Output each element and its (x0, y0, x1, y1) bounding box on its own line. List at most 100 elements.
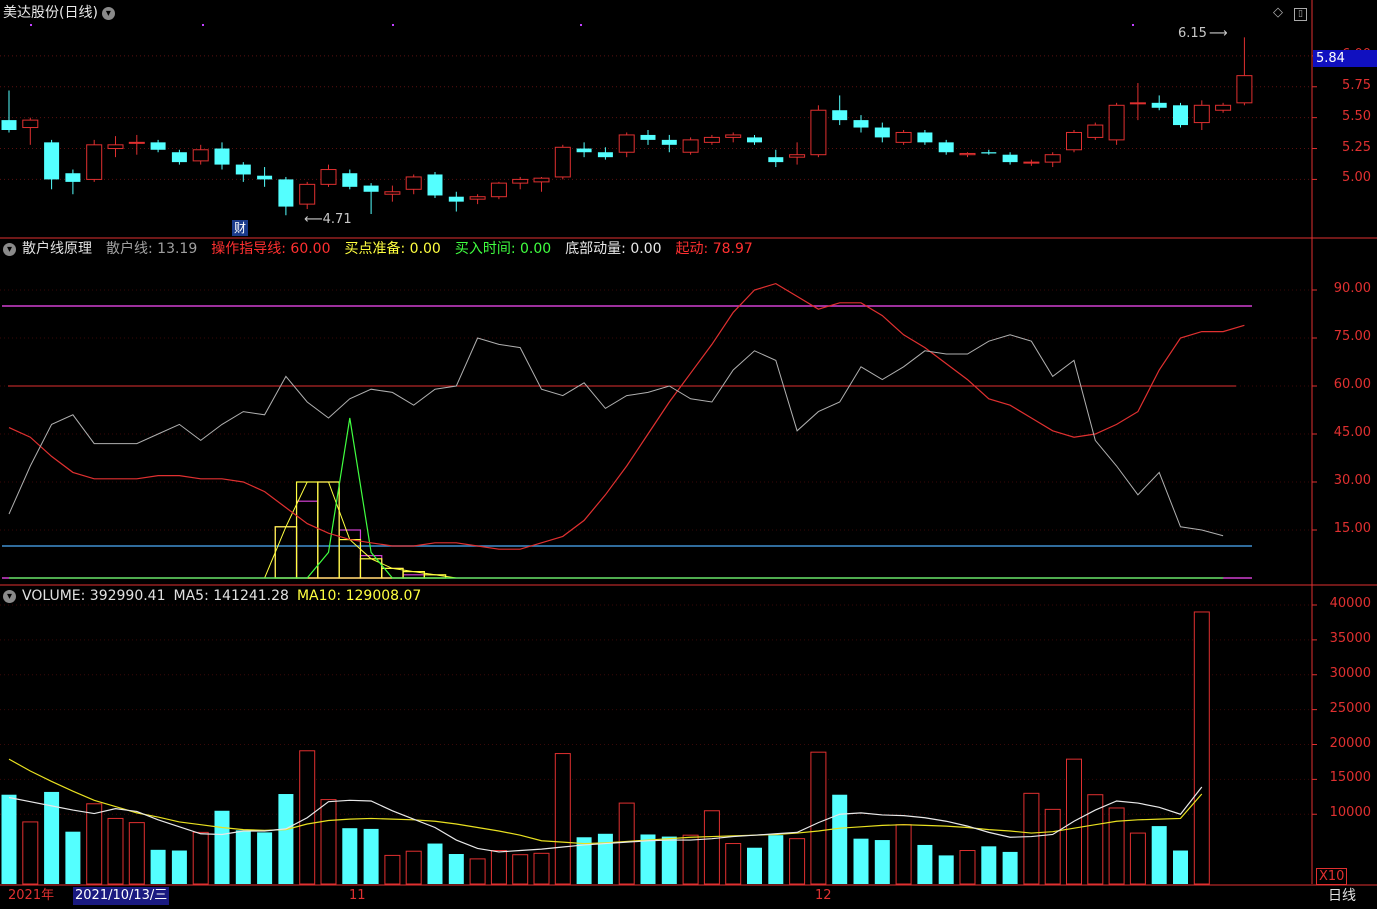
volume-bar (1087, 794, 1104, 885)
volume-bar (832, 794, 848, 884)
volume-bar (1044, 808, 1061, 885)
indicator-legend-item: 散户线: 13.19 (106, 241, 198, 257)
candle-body (917, 132, 933, 143)
volume-bar (959, 850, 976, 885)
volume-bar (1193, 611, 1210, 885)
candle-body (789, 154, 806, 158)
volume-bar (427, 843, 443, 884)
candle-body (768, 157, 784, 163)
candle-body (171, 152, 187, 163)
candle-body (895, 131, 912, 143)
candle-body (640, 134, 656, 140)
vol-tick-label: 15000 (1329, 770, 1371, 786)
volume-bar (490, 850, 507, 885)
indicator-name: 散户线原理 (22, 241, 92, 257)
finance-badge[interactable]: 财 (232, 220, 248, 236)
candle-body (320, 169, 337, 185)
volume-bar (171, 850, 187, 884)
volume-bar (448, 854, 464, 884)
candle-body (1087, 124, 1104, 138)
volume-bar (1, 794, 17, 884)
candle-body (533, 177, 550, 183)
candle-body (235, 164, 251, 175)
volume-bar (1108, 807, 1125, 885)
candle-body (150, 142, 166, 150)
volume-bar (747, 847, 762, 884)
indicator-legend-item: 买点准备: 0.00 (344, 241, 441, 257)
volume-bar (320, 799, 337, 885)
candle-body (938, 142, 954, 153)
period-label[interactable]: 日线 (1328, 888, 1356, 904)
window-icon[interactable]: ▯ (1294, 8, 1307, 21)
buy-ready-bar (274, 526, 298, 579)
ind-tick-label: 15.00 (1333, 521, 1371, 536)
volume-bar (278, 794, 294, 884)
volume-bar (554, 753, 571, 885)
candle-body (22, 119, 39, 129)
volume-bar (981, 846, 997, 884)
volume-bar (469, 858, 486, 885)
volume-bar (640, 834, 656, 884)
candle-body (1151, 102, 1167, 108)
volume-bar (257, 832, 273, 884)
volume-bar (405, 850, 422, 885)
volume-bar (150, 849, 166, 884)
volume-bar (853, 838, 869, 884)
x-cursor-date[interactable]: 2021/10/13/三 (73, 887, 170, 905)
candle-body (1173, 105, 1188, 126)
candle-body (1129, 102, 1146, 105)
volume-legend-item: MA5: 141241.28 (173, 588, 289, 604)
candle-body (1066, 131, 1082, 151)
event-marker (580, 24, 582, 26)
ind-tick-label: 45.00 (1333, 425, 1371, 440)
volume-bar (810, 751, 827, 885)
volume-bar (576, 837, 592, 884)
sanhu-line (8, 334, 1224, 537)
low-annotation: ⟵4.71 (304, 212, 352, 227)
bottom-momentum-bar (295, 500, 319, 579)
candle-body (682, 139, 699, 153)
dropdown-icon[interactable]: ▾ (101, 6, 115, 20)
candle-body (257, 175, 273, 180)
buy-time-line (9, 417, 1224, 579)
dropdown-icon[interactable]: ▾ (3, 589, 16, 603)
price-tick-label: 5.00 (1342, 170, 1371, 186)
price-tick-label: 5.25 (1342, 139, 1371, 155)
event-marker (202, 24, 204, 26)
vol-tick-label: 40000 (1329, 596, 1371, 611)
volume-bar (597, 833, 613, 884)
candle-body (448, 196, 464, 202)
vol-tick-label: 25000 (1329, 700, 1371, 716)
dropdown-icon[interactable]: ▾ (3, 242, 16, 256)
volume-bar (703, 810, 720, 885)
volume-bar (682, 834, 699, 885)
candle-body (86, 144, 103, 180)
event-marker (30, 24, 32, 26)
volume-unit: X10 (1316, 868, 1348, 885)
volume-bar (874, 840, 890, 884)
vol-tick-label: 30000 (1329, 665, 1371, 681)
ind-tick-label: 75.00 (1333, 329, 1371, 344)
volume-bar (661, 836, 677, 884)
candle-body (405, 176, 422, 190)
candle-body (107, 144, 124, 150)
x-month-11: 11 (349, 888, 366, 903)
stock-title: 美达股份(日线) (3, 5, 98, 21)
volume-header: ▾ VOLUME: 392990.41 MA5: 141241.28 MA10: 12… (0, 586, 435, 606)
volume-bar (917, 844, 933, 884)
current-price-badge: 5.84 (1313, 50, 1377, 67)
volume-bar (618, 802, 635, 885)
volume-bar (1002, 851, 1018, 884)
diamond-icon[interactable]: ◇ (1273, 5, 1283, 20)
volume-bar (1151, 826, 1167, 884)
event-marker (1132, 24, 1134, 26)
candle-body (576, 148, 592, 153)
candle-body (554, 146, 571, 178)
volume-bar (768, 835, 784, 884)
candle-body (342, 173, 358, 187)
candle-body (427, 174, 443, 196)
indicator-legend: 散户线: 13.19 操作指导线: 60.00 买点准备: 0.00 买入时间: 0.… (98, 241, 759, 257)
vol-tick-label: 35000 (1329, 630, 1371, 646)
